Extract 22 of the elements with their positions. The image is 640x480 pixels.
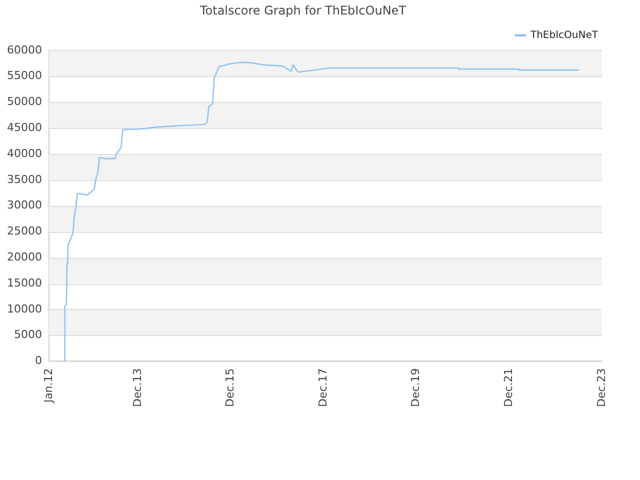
chart-title: Totalscore Graph for ThEbIcOuNeT bbox=[198, 3, 407, 18]
y-tick-label: 10000 bbox=[6, 302, 42, 316]
x-tick-label: Dec.19 bbox=[409, 368, 422, 407]
y-tick-label: 35000 bbox=[6, 172, 42, 186]
y-tick-label: 50000 bbox=[6, 95, 42, 108]
x-tick-label: Dec.17 bbox=[316, 368, 330, 407]
y-tick-label: 60000 bbox=[6, 43, 42, 56]
x-tick-label: Dec.15 bbox=[224, 368, 237, 407]
y-tick-label: 20000 bbox=[6, 250, 42, 264]
y-tick-label: 30000 bbox=[6, 198, 42, 212]
x-tick-label: Dec.23 bbox=[594, 368, 608, 407]
y-tick-label: 55000 bbox=[6, 69, 42, 82]
y-tick-label: 40000 bbox=[6, 146, 42, 160]
y-tick-label: 5000 bbox=[14, 328, 42, 342]
y-tick-label: 0 bbox=[34, 354, 42, 368]
y-tick-label: 45000 bbox=[6, 120, 42, 134]
legend-label: ThEbIcOuNeT bbox=[529, 30, 599, 41]
y-tick-label: 15000 bbox=[6, 276, 42, 290]
x-tick-label: Dec.21 bbox=[502, 368, 516, 407]
y-tick-label: 25000 bbox=[6, 224, 42, 238]
x-tick-label: Jan.12 bbox=[42, 368, 55, 404]
x-tick-label: Dec.13 bbox=[130, 368, 144, 407]
